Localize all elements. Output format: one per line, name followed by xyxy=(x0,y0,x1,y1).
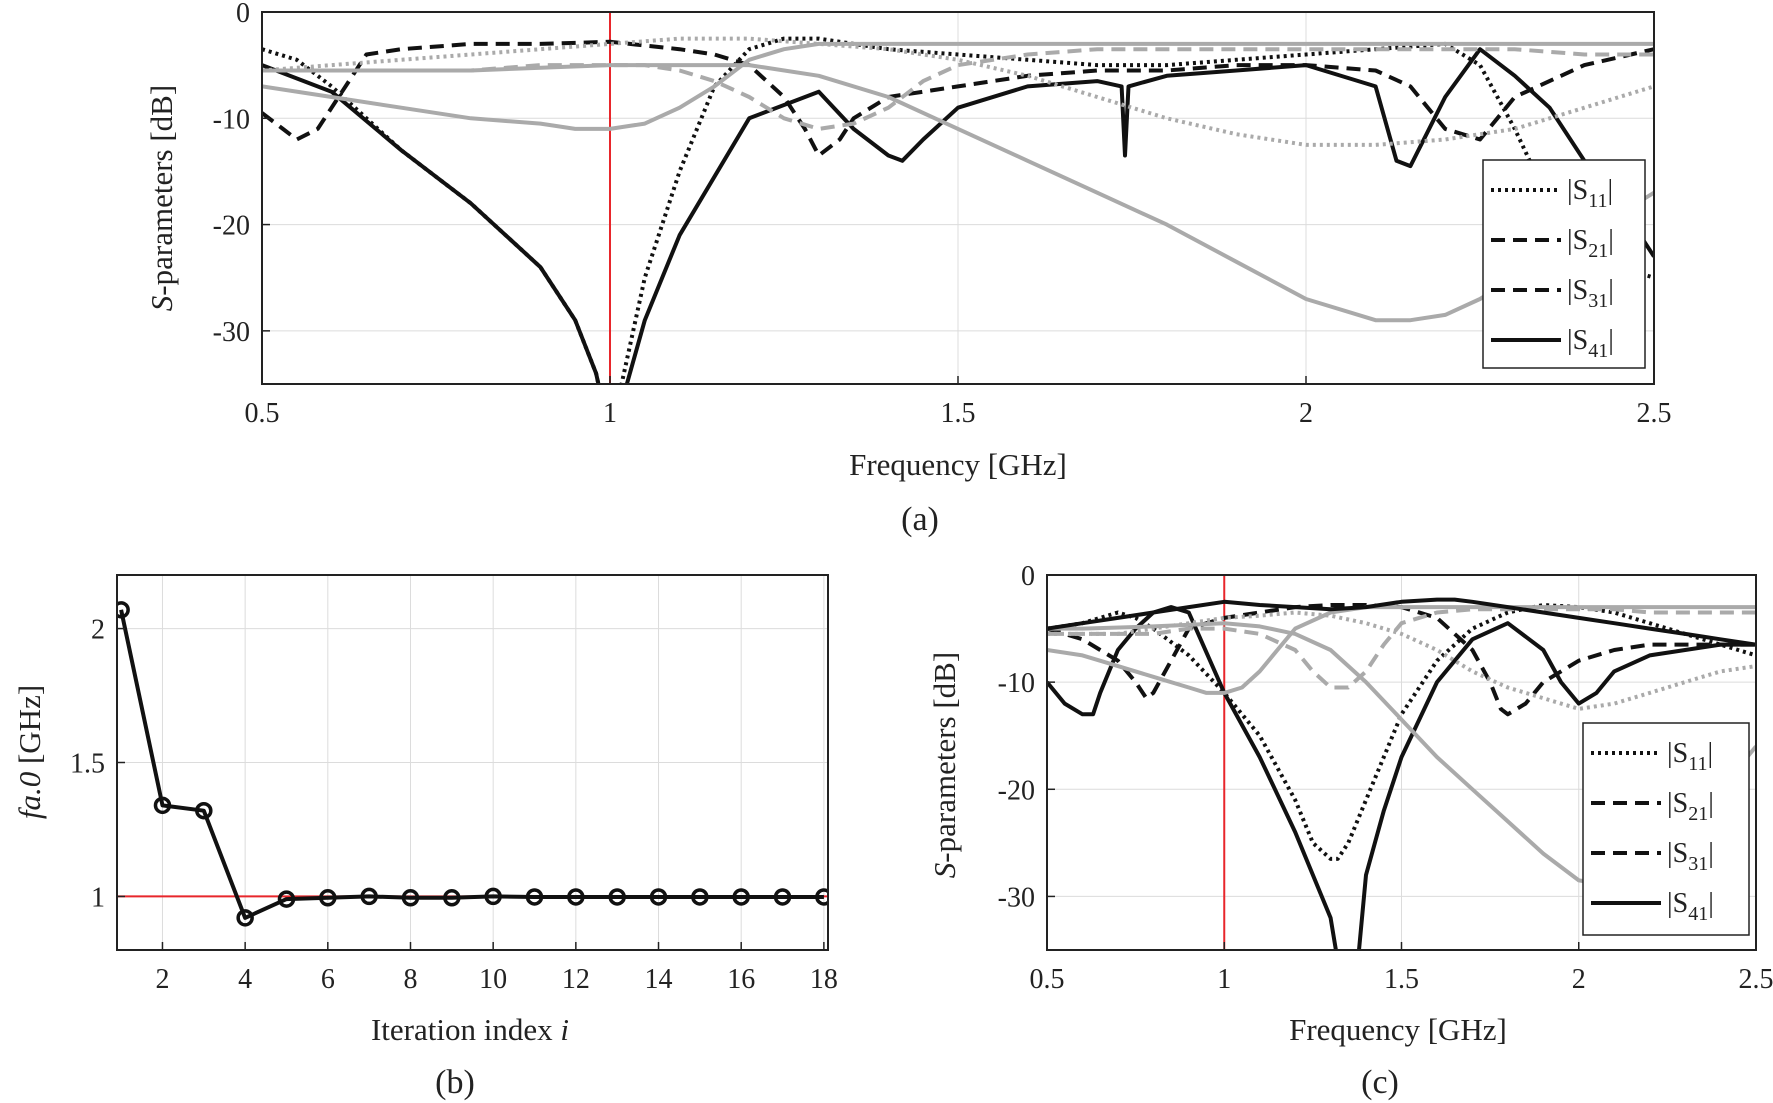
x-tick-label: 4 xyxy=(238,964,252,995)
x-tick-label: 14 xyxy=(645,964,673,995)
panel-a-ylabel: S-parameters [dB] xyxy=(144,85,179,311)
series-point xyxy=(117,601,130,619)
series-line-5 xyxy=(1047,607,1756,690)
series-point xyxy=(401,889,420,907)
series-point xyxy=(153,796,172,815)
series-point xyxy=(195,801,213,820)
legend-label: |S21| xyxy=(1567,225,1614,262)
legend-label: |S21| xyxy=(1667,788,1714,825)
x-tick-label: 1 xyxy=(603,398,617,429)
x-tick-label: 8 xyxy=(403,964,417,995)
series-point xyxy=(567,888,585,906)
panel-a-chart: 0.5 1 1.5 2 2.5 0 -10 -20 -30 Frequency [GHz] S-… xyxy=(144,0,1672,538)
series-point xyxy=(236,909,254,927)
series-line-2 xyxy=(262,39,1654,158)
series-point xyxy=(277,890,296,908)
x-tick-label: 2 xyxy=(155,964,169,995)
panel-b-ticks: 2 4 6 8 10 12 14 16 18 1 1.5 2 xyxy=(70,615,838,995)
legend-label: |S11| xyxy=(1667,738,1713,775)
y-tick-label: -30 xyxy=(213,317,250,348)
series-line-6 xyxy=(262,41,1654,131)
x-tick-label: 0.5 xyxy=(245,398,280,429)
series-line-5 xyxy=(262,47,1654,131)
series-line-7 xyxy=(262,63,1654,323)
series-point xyxy=(443,889,461,907)
legend-box xyxy=(1482,159,1646,369)
x-tick-label: 2.5 xyxy=(1739,964,1773,995)
legend-label: |S41| xyxy=(1667,888,1714,925)
panel-b-chart: 2 4 6 8 10 12 14 16 18 1 1.5 2 Iteration index i fa… xyxy=(12,574,838,1101)
series-point xyxy=(608,888,626,906)
series-line-8 xyxy=(1047,597,1756,647)
panel-b-grid xyxy=(117,575,828,950)
panel-c-legend: |S11| |S21| |S31| |S41| xyxy=(1582,722,1750,936)
legend-label: |S11| xyxy=(1567,175,1613,212)
panel-c-ticks: 0.5 1 1.5 2 2.5 0 -10 -20 -30 xyxy=(998,561,1773,995)
y-tick-label: 2 xyxy=(91,615,105,646)
series-point xyxy=(732,888,750,906)
panel-c-chart: 0.5 1 1.5 2 2.5 0 -10 -20 -30 Frequency [GHz] S-… xyxy=(927,561,1773,1101)
y-tick-label: -10 xyxy=(998,668,1035,699)
legend-box xyxy=(1582,722,1750,936)
panel-b-series xyxy=(117,601,828,927)
panel-a-legend: |S11| |S21| |S31| |S41| xyxy=(1482,159,1646,369)
series-point xyxy=(484,887,502,906)
series-line-4 xyxy=(1047,610,1756,711)
panel-c-xlabel: Frequency [GHz] xyxy=(1289,1012,1507,1047)
panel-a-caption: (a) xyxy=(901,501,939,538)
legend-label: |S31| xyxy=(1667,838,1714,875)
panel-b-caption: (b) xyxy=(435,1064,475,1101)
x-tick-label: 1 xyxy=(1217,964,1231,995)
x-tick-label: 0.5 xyxy=(1030,964,1065,995)
y-tick-label: -20 xyxy=(213,211,250,242)
series-line-1 xyxy=(119,609,824,920)
legend-label: |S31| xyxy=(1567,275,1614,312)
series-point xyxy=(525,888,544,906)
panel-b-xlabel: Iteration index i xyxy=(371,1012,569,1047)
panel-c-caption: (c) xyxy=(1361,1064,1399,1101)
panel-a-grid xyxy=(261,11,1655,384)
series-point xyxy=(691,888,709,906)
x-tick-label: 18 xyxy=(810,964,838,995)
y-tick-label: -20 xyxy=(998,775,1035,806)
y-tick-label: 0 xyxy=(1021,561,1035,592)
series-point xyxy=(773,888,792,906)
y-tick-label: 0 xyxy=(236,0,250,29)
x-tick-label: 2 xyxy=(1299,398,1313,429)
y-tick-label: 1.5 xyxy=(70,749,105,780)
series-point xyxy=(815,888,828,906)
x-tick-label: 2.5 xyxy=(1637,398,1672,429)
panel-c-ylabel: S-parameters [dB] xyxy=(927,652,962,878)
y-tick-label: 1 xyxy=(91,882,105,913)
series-line-4 xyxy=(262,36,1654,147)
panel-a-series xyxy=(262,12,1654,384)
panel-a-ticks: 0.5 1 1.5 2 2.5 0 -10 -20 -30 xyxy=(213,0,1672,429)
x-tick-label: 1.5 xyxy=(941,398,976,429)
legend-label: |S41| xyxy=(1567,325,1614,362)
series-line-3 xyxy=(1047,605,1756,950)
x-tick-label: 1.5 xyxy=(1384,964,1419,995)
x-tick-label: 6 xyxy=(321,964,335,995)
x-tick-label: 2 xyxy=(1572,964,1586,995)
series-point xyxy=(319,889,337,907)
x-tick-label: 10 xyxy=(479,964,507,995)
x-tick-label: 16 xyxy=(727,964,755,995)
x-tick-label: 12 xyxy=(562,964,590,995)
y-tick-label: -10 xyxy=(213,104,250,135)
panel-b-ylabel: fa.0 [GHz] xyxy=(12,685,47,819)
series-point xyxy=(360,887,378,906)
series-point xyxy=(649,888,668,906)
y-tick-label: -30 xyxy=(998,882,1035,913)
series-line-3 xyxy=(262,47,1654,384)
panel-a-xlabel: Frequency [GHz] xyxy=(849,447,1067,482)
